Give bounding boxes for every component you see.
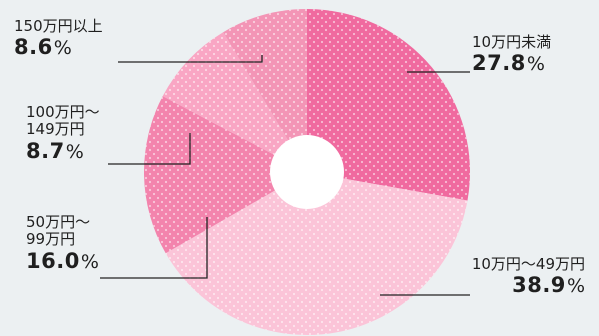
leader-line-2 bbox=[100, 217, 208, 279]
leader-line-3 bbox=[108, 133, 191, 165]
slice-value: 38.9 bbox=[512, 273, 566, 298]
slice-value: 27.8 bbox=[472, 51, 526, 76]
label-under-10man: 10万円未満 27.8% bbox=[472, 33, 552, 76]
slice-label-line2: 149万円 bbox=[26, 120, 85, 139]
label-50-99man: 50万円～ 99万円 16.0% bbox=[26, 213, 99, 273]
label-100-149man: 100万円～ 149万円 8.7% bbox=[26, 103, 100, 163]
slice-unit: % bbox=[526, 53, 545, 76]
pie-slice-texture-0 bbox=[307, 9, 470, 201]
slice-value: 8.7 bbox=[26, 138, 65, 163]
pie-slice-texture-4 bbox=[223, 9, 307, 172]
slice-unit: % bbox=[65, 140, 84, 163]
slice-label: 10万円～49万円 bbox=[471, 255, 585, 273]
slice-value: 8.6 bbox=[14, 35, 53, 60]
slice-label: 10万円未満 bbox=[472, 33, 552, 51]
slice-label: 50万円～ bbox=[26, 213, 91, 231]
label-150man-over: 150万円以上 8.6% bbox=[14, 17, 103, 60]
slice-unit: % bbox=[80, 250, 99, 273]
pie-slice-texture-2 bbox=[143, 96, 307, 254]
slice-label: 150万円以上 bbox=[14, 17, 103, 35]
slice-value: 16.0 bbox=[26, 248, 80, 273]
slice-unit: % bbox=[53, 37, 72, 60]
label-10-49man: 10万円～49万円 38.9% bbox=[471, 255, 585, 298]
leader-line-4 bbox=[118, 55, 263, 63]
pie-slice-texture-1 bbox=[165, 172, 468, 335]
donut-hole bbox=[270, 135, 344, 209]
pie-slice-texture-3 bbox=[162, 32, 307, 172]
slice-unit: % bbox=[566, 275, 585, 298]
slice-label: 100万円～ bbox=[26, 103, 100, 121]
slice-label-line2: 99万円 bbox=[26, 230, 76, 249]
